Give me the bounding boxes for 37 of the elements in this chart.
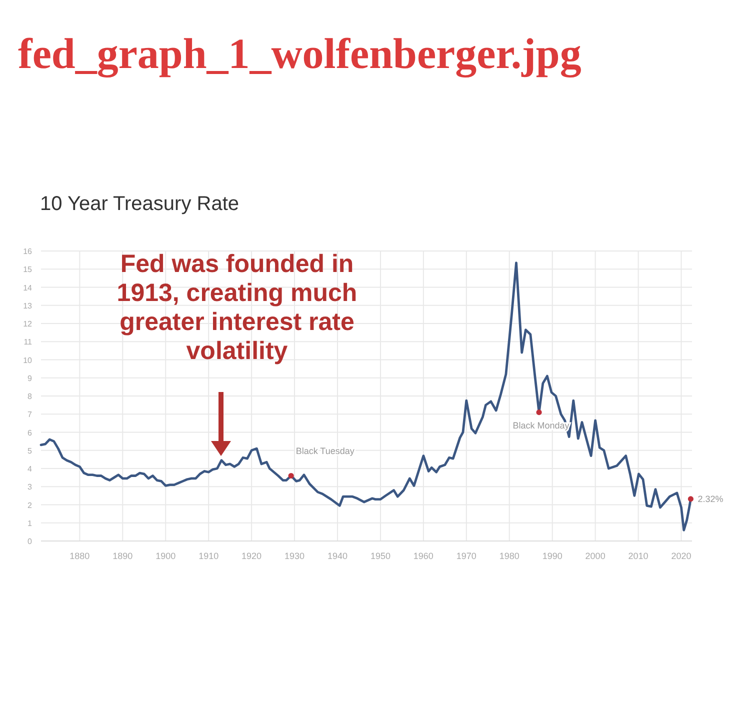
x-tick-label: 2000 bbox=[585, 551, 606, 561]
x-tick-label: 2020 bbox=[671, 551, 692, 561]
y-tick-label: 13 bbox=[23, 301, 33, 310]
annotation: 2.32% bbox=[698, 494, 724, 504]
y-tick-label: 16 bbox=[23, 247, 33, 256]
annotation: Black Tuesday bbox=[296, 446, 355, 456]
chart-title: fed_graph_1_wolfenberger.jpg bbox=[18, 31, 582, 78]
y-tick-label: 0 bbox=[28, 537, 33, 546]
x-tick-label: 1990 bbox=[542, 551, 562, 561]
x-tick-label: 1970 bbox=[456, 551, 476, 561]
x-tick-label: 2010 bbox=[628, 551, 648, 561]
y-tick-label: 11 bbox=[24, 338, 33, 347]
y-tick-label: 1 bbox=[28, 518, 33, 528]
y-tick-label: 15 bbox=[23, 265, 33, 274]
x-tick-label: 1890 bbox=[112, 551, 133, 561]
annotation: Fed was founded in 1913, creating much greater interest rate volatility bbox=[116, 250, 358, 365]
y-tick-label: 6 bbox=[28, 428, 33, 438]
y-tick-label: 2 bbox=[28, 500, 33, 510]
x-tick-label: 1950 bbox=[370, 551, 390, 561]
x-tick-label: 1980 bbox=[499, 551, 520, 561]
y-tick-label: 7 bbox=[28, 410, 33, 420]
y-tick-label: 5 bbox=[28, 446, 33, 456]
x-tick-label: 1920 bbox=[242, 551, 262, 561]
y-tick-label: 3 bbox=[28, 482, 33, 492]
x-tick-label: 1880 bbox=[70, 551, 90, 561]
y-tick-label: 10 bbox=[23, 356, 33, 365]
y-tick-label: 4 bbox=[28, 464, 33, 474]
x-tick-label: 1960 bbox=[413, 551, 434, 561]
y-tick-label: 12 bbox=[23, 320, 33, 328]
x-tick-label: 1910 bbox=[198, 551, 219, 561]
x-tick-label: 1940 bbox=[327, 551, 348, 561]
y-tick-label: 8 bbox=[28, 392, 33, 401]
y-tick-label: 9 bbox=[28, 374, 33, 383]
x-tick-label: 1900 bbox=[156, 551, 176, 561]
y-tick-label: 14 bbox=[23, 283, 33, 292]
x-tick-label: 1930 bbox=[284, 551, 305, 561]
chart-subtitle: 10 Year Treasury Rate bbox=[40, 193, 240, 215]
